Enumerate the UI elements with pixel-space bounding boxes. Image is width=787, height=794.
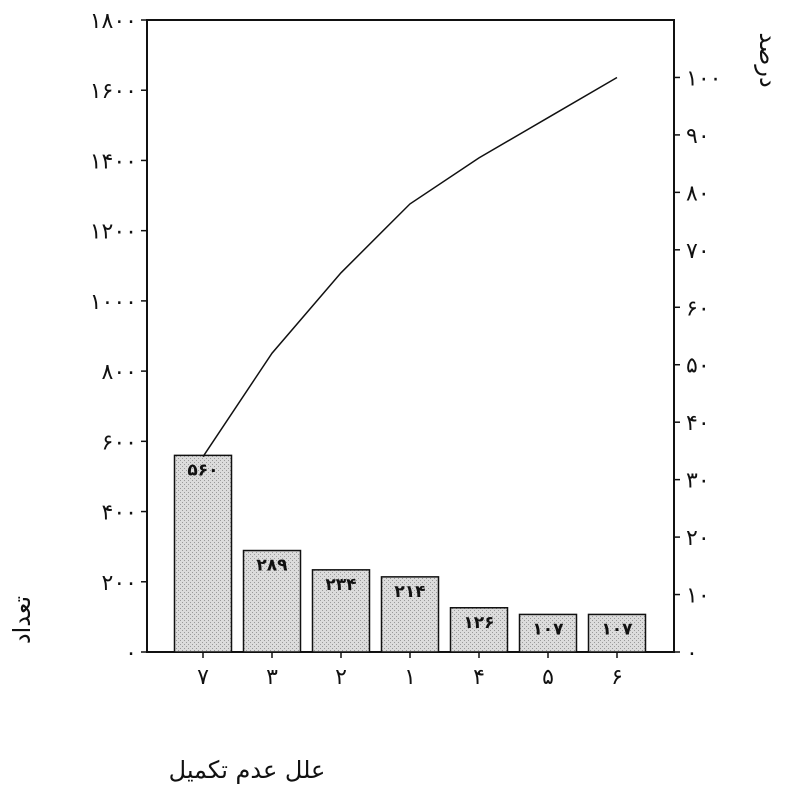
bar-3 xyxy=(380,576,440,653)
bar-value-label-6: ۱۰۷ xyxy=(601,619,633,639)
bar-labels-layer: ۵۶۰ ۲۸۹ ۲۳۴ ۲۱۴ ۱۲۶ ۱۰۷ ۱۰۷ xyxy=(187,460,633,639)
y-tick-label-3: ۶۰۰ xyxy=(102,430,137,455)
y2-tick-label-5: ۵۰ xyxy=(686,354,710,379)
y2-tick-label-0: ۰ xyxy=(686,641,698,666)
x-tick-label-6: ۶ xyxy=(611,665,623,690)
y2-tick-label-4: ۴۰ xyxy=(686,411,710,436)
y2-tick-label-8: ۸۰ xyxy=(686,181,710,206)
y2-tick-label-6: ۶۰ xyxy=(686,296,710,321)
y2-tick-label-10: ۱۰۰ xyxy=(686,66,721,91)
x-tick-label-1: ۳ xyxy=(266,665,278,690)
y-axis-right: ۰ ۱۰ ۲۰ ۳۰ ۴۰ ۵۰ ۶۰ ۷۰ ۸۰ ۹۰ ۱۰۰ xyxy=(674,66,721,666)
bar-0 xyxy=(173,454,233,653)
bar-value-label-5: ۱۰۷ xyxy=(532,619,564,639)
bar-4 xyxy=(449,607,509,653)
x-axis: ۷ ۳ ۲ ۱ ۴ ۵ ۶ xyxy=(197,652,623,690)
y-tick-label-5: ۱۰۰۰ xyxy=(90,290,137,315)
x-axis-title: علل عدم تکمیل xyxy=(169,756,326,784)
y2-tick-label-3: ۳۰ xyxy=(686,469,710,494)
y2-tick-label-7: ۷۰ xyxy=(686,239,710,264)
y-tick-label-9: ۱۸۰۰ xyxy=(90,9,137,34)
bars-layer xyxy=(173,454,647,653)
y-tick-label-7: ۱۴۰۰ xyxy=(90,149,137,174)
y-axis-title: تعداد xyxy=(8,596,36,644)
y-tick-label-2: ۴۰۰ xyxy=(102,501,137,526)
x-tick-label-5: ۵ xyxy=(542,665,554,690)
bar-6 xyxy=(587,613,647,653)
y2-tick-label-9: ۹۰ xyxy=(686,124,710,149)
y-tick-label-1: ۲۰۰ xyxy=(102,571,137,596)
y2-tick-label-2: ۲۰ xyxy=(686,526,710,551)
bar-value-label-0: ۵۶۰ xyxy=(187,460,218,480)
x-tick-label-2: ۲ xyxy=(335,665,347,690)
y2-tick-label-1: ۱۰ xyxy=(686,584,710,609)
y-tick-label-8: ۱۶۰۰ xyxy=(90,79,137,104)
bar-value-label-3: ۲۱۴ xyxy=(394,582,425,602)
y-tick-label-4: ۸۰۰ xyxy=(102,360,137,385)
bar-value-label-2: ۲۳۴ xyxy=(325,575,356,595)
y2-axis-title: درصد xyxy=(754,32,782,87)
bar-value-label-4: ۱۲۶ xyxy=(463,613,494,633)
x-tick-label-3: ۱ xyxy=(404,665,416,690)
bar-2 xyxy=(311,569,371,653)
bar-value-label-1: ۲۸۹ xyxy=(256,556,288,576)
x-tick-label-4: ۴ xyxy=(473,665,485,690)
y-tick-label-0: ۰ xyxy=(125,641,137,666)
cumulative-percent-line xyxy=(202,76,618,458)
y-axis-left: ۰ ۲۰۰ ۴۰۰ ۶۰۰ ۸۰۰ ۱۰۰۰ ۱۲۰۰ ۱۴۰۰ ۱۶۰۰ ۱۸۰۰ xyxy=(90,9,147,666)
y-tick-label-6: ۱۲۰۰ xyxy=(90,220,137,245)
x-tick-label-0: ۷ xyxy=(197,665,209,690)
